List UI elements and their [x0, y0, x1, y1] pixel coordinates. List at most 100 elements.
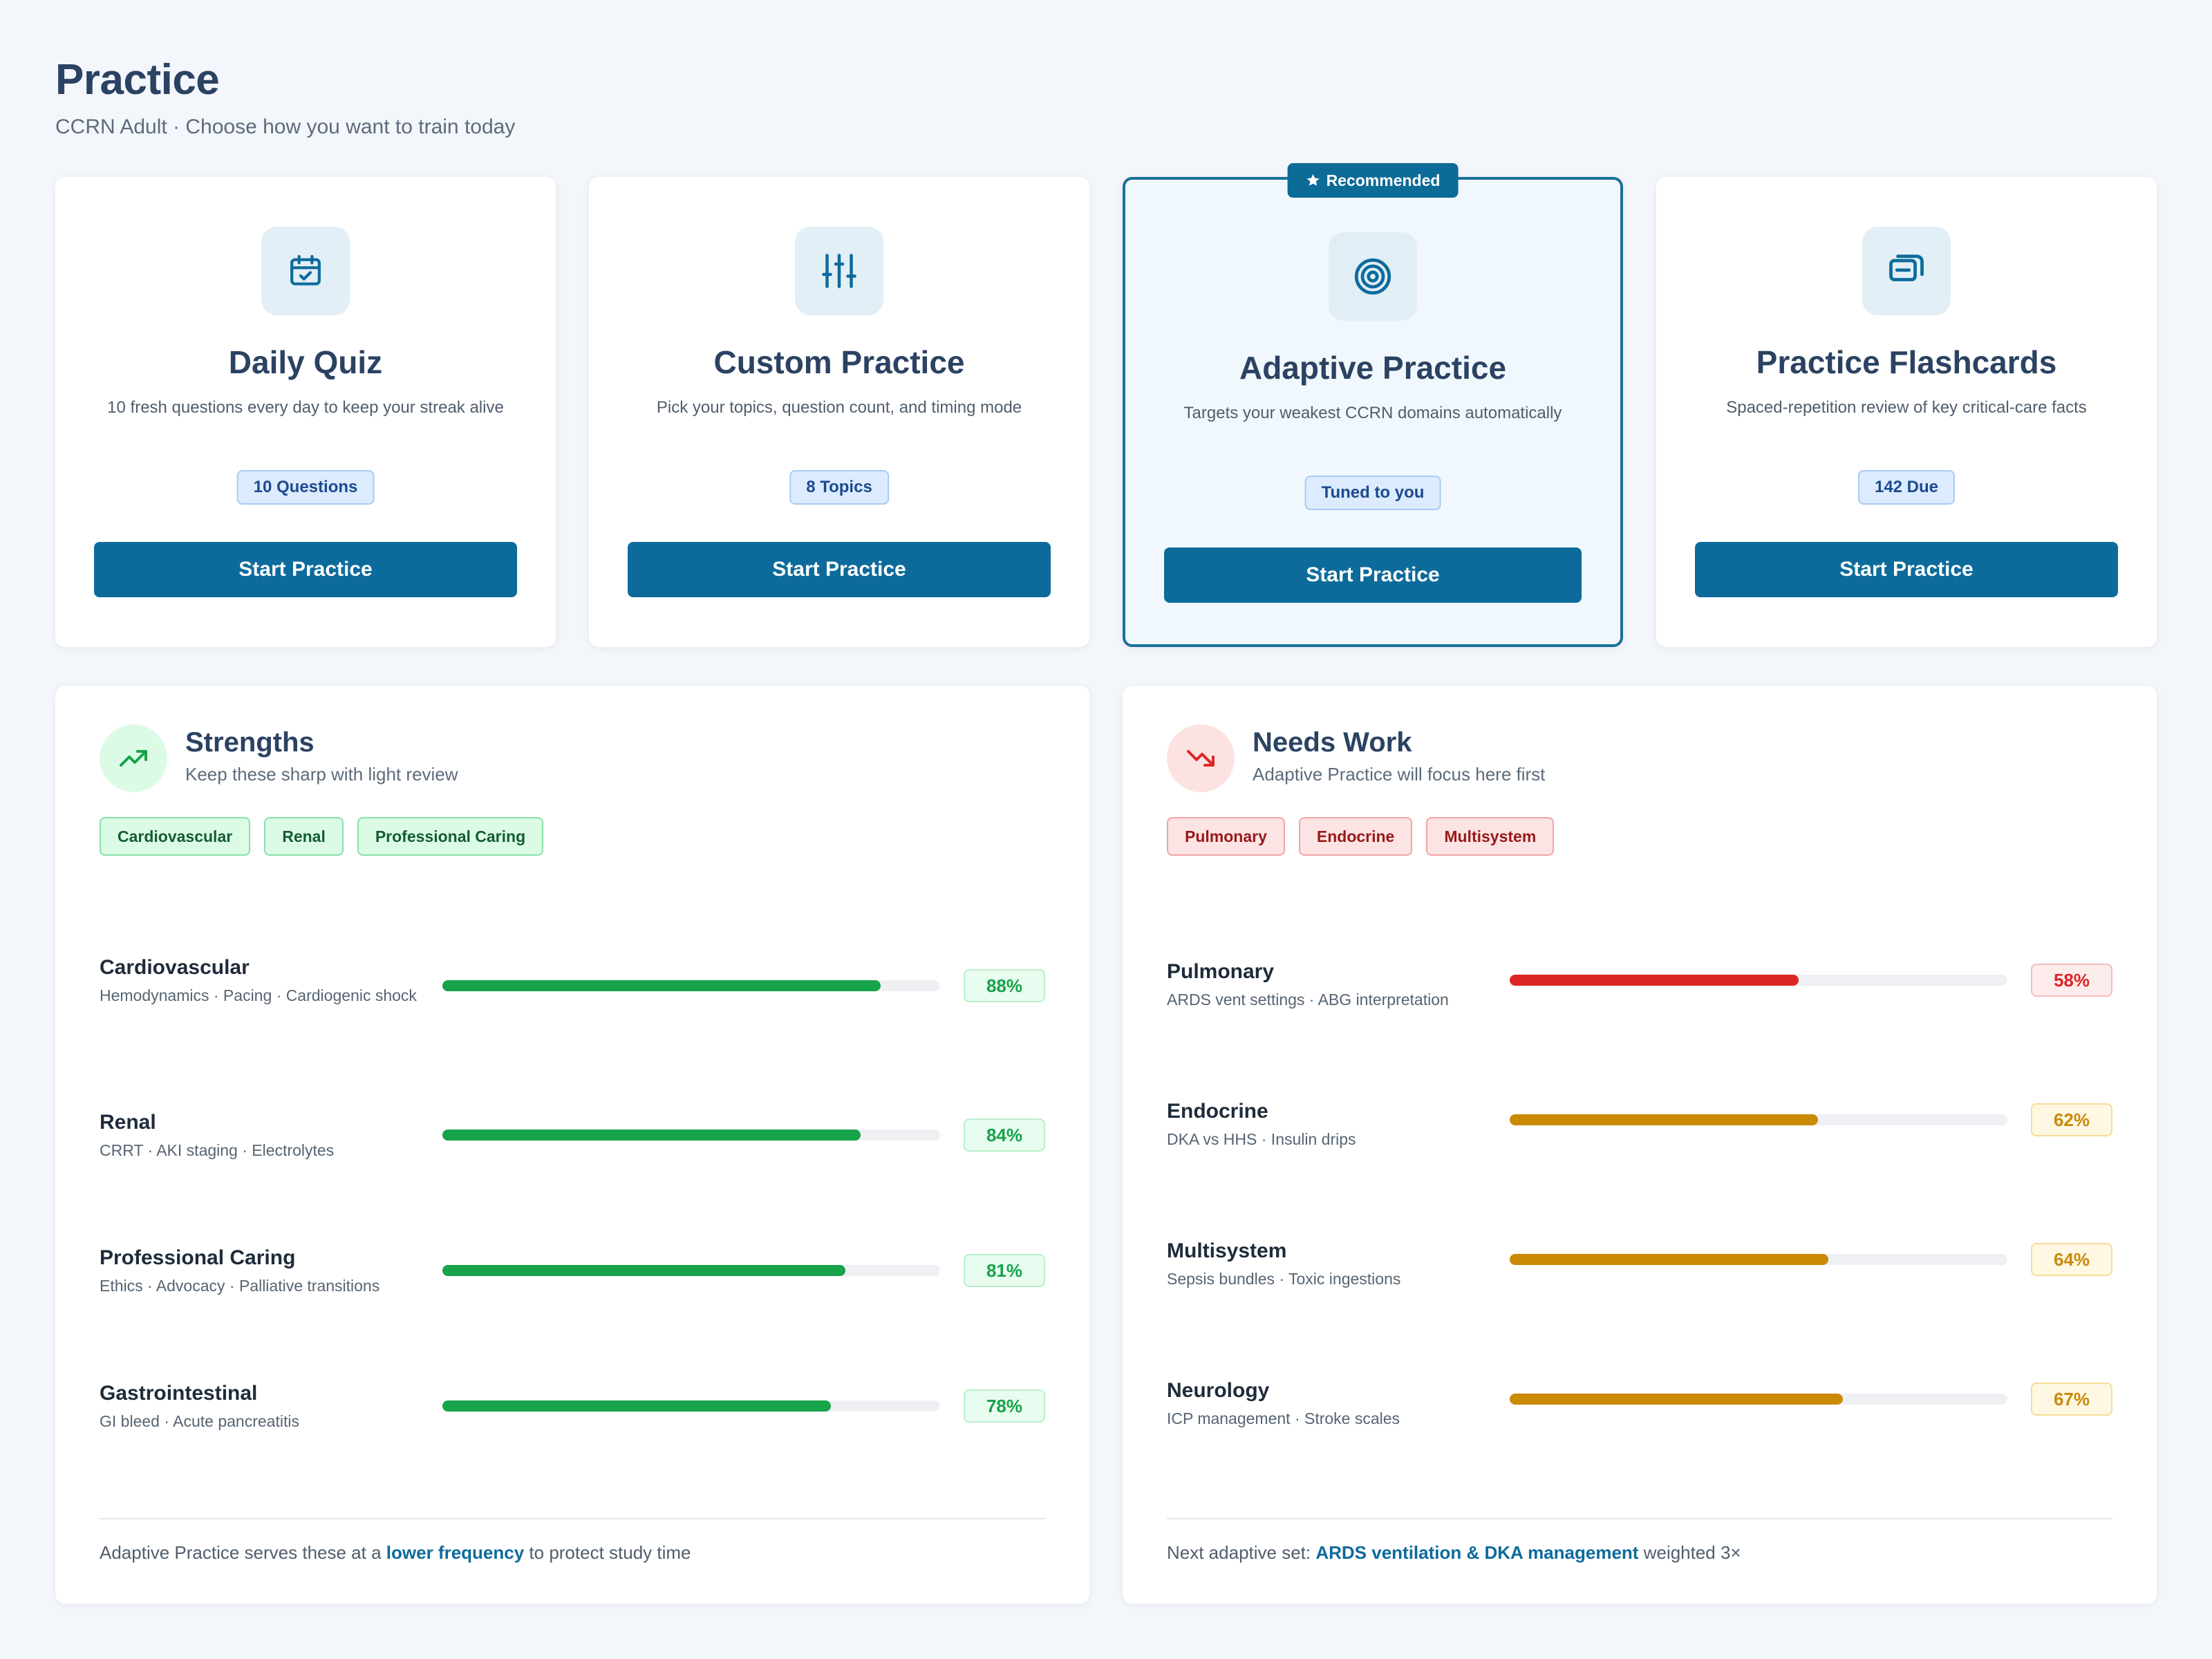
domain-name: Pulmonary [1167, 960, 1275, 983]
card-title: Practice Flashcards [1756, 344, 2057, 380]
card-description: Pick your topics, question count, and ti… [656, 398, 1022, 417]
footer-emphasis: lower frequency [386, 1542, 525, 1563]
domain-name: Multisystem [1167, 1239, 1287, 1262]
domain-detail: Sepsis bundles · Toxic ingestions [1167, 1270, 1401, 1288]
target-icon [1329, 232, 1417, 321]
page-title: Practice [55, 56, 220, 104]
flashcards-icon [1862, 227, 1951, 315]
needs-work-tags: Pulmonary Endocrine Multisystem [1167, 817, 1555, 856]
needs-work-panel: Needs Work Adaptive Practice will focus … [1123, 686, 2157, 1604]
domain-row: Multisystem Sepsis bundles · Toxic inges… [1167, 1239, 2112, 1301]
footer-emphasis: ARDS ventilation & DKA management [1315, 1542, 1639, 1563]
progress-track [442, 1130, 940, 1141]
footer-text: to protect study time [524, 1542, 691, 1563]
panel-divider [1167, 1518, 2112, 1519]
progress-track [1510, 1394, 2007, 1405]
domain-name: Professional Caring [100, 1246, 296, 1269]
daily-quiz-card[interactable]: Daily Quiz 10 fresh questions every day … [55, 177, 556, 647]
card-title: Custom Practice [713, 344, 965, 380]
trending-up-icon [100, 724, 167, 792]
card-chip: Tuned to you [1304, 476, 1441, 510]
domain-detail: CRRT · AKI staging · Electrolytes [100, 1141, 335, 1159]
progress-track [1510, 1254, 2007, 1265]
card-chip: 10 Questions [236, 470, 375, 505]
sliders-icon [795, 227, 883, 315]
strength-tags: Cardiovascular Renal Professional Caring [100, 817, 544, 856]
strength-tag[interactable]: Professional Caring [357, 817, 544, 856]
progress-track [1510, 1114, 2007, 1125]
percent-badge: 62% [2031, 1103, 2112, 1136]
domain-name: Gastrointestinal [100, 1382, 258, 1405]
percent-badge: 84% [964, 1118, 1045, 1152]
start-practice-button[interactable]: Start Practice [1695, 542, 2118, 597]
percent-badge: 78% [964, 1389, 1045, 1423]
domain-detail: DKA vs HHS · Insulin drips [1167, 1130, 1356, 1148]
percent-badge: 81% [964, 1254, 1045, 1287]
recommended-badge: Recommended [1287, 163, 1459, 198]
domain-row: Professional Caring Ethics · Advocacy · … [100, 1246, 1045, 1308]
progress-track [442, 1265, 940, 1276]
domain-detail: Ethics · Advocacy · Palliative transitio… [100, 1277, 380, 1295]
card-description: Spaced-repetition review of key critical… [1726, 398, 2087, 417]
strength-tag[interactable]: Renal [264, 817, 344, 856]
percent-badge: 67% [2031, 1382, 2112, 1416]
domain-row: Endocrine DKA vs HHS · Insulin drips 62% [1167, 1099, 2112, 1161]
progress-fill [1510, 975, 1799, 986]
page-subtitle: CCRN Adult · Choose how you want to trai… [55, 115, 516, 138]
domain-detail: ARDS vent settings · ABG interpretation [1167, 991, 1449, 1009]
progress-track [1510, 975, 2007, 986]
panel-title: Strengths [185, 727, 315, 758]
card-title: Daily Quiz [228, 344, 383, 380]
needs-work-tag[interactable]: Pulmonary [1167, 817, 1285, 856]
needs-work-tag[interactable]: Endocrine [1298, 817, 1413, 856]
progress-track [442, 980, 940, 991]
panel-subtitle: Adaptive Practice will focus here first [1253, 764, 1546, 785]
percent-badge: 58% [2031, 964, 2112, 997]
needs-work-tag[interactable]: Multisystem [1426, 817, 1555, 856]
panel-title: Needs Work [1253, 727, 1412, 758]
custom-practice-card[interactable]: Custom Practice Pick your topics, questi… [589, 177, 1089, 647]
star-icon [1306, 174, 1320, 186]
start-practice-button[interactable]: Start Practice [94, 542, 517, 597]
needs-work-footer: Next adaptive set: ARDS ventilation & DK… [1167, 1541, 1741, 1564]
domain-name: Neurology [1167, 1379, 1270, 1402]
footer-text: weighted 3× [1638, 1542, 1741, 1563]
calendar-check-icon [261, 227, 350, 315]
percent-badge: 88% [964, 969, 1045, 1002]
strengths-footer: Adaptive Practice serves these at a lowe… [100, 1541, 691, 1564]
card-chip: 8 Topics [789, 470, 889, 505]
footer-text: Next adaptive set: [1167, 1542, 1316, 1563]
domain-row: Pulmonary ARDS vent settings · ABG inter… [1167, 959, 2112, 1022]
practice-mode-cards: Daily Quiz 10 fresh questions every day … [55, 163, 2157, 647]
trending-down-icon [1167, 724, 1235, 792]
card-chip: 142 Due [1857, 470, 1956, 505]
adaptive-practice-card[interactable]: Recommended Adaptive Practice Targets yo… [1123, 163, 1623, 647]
progress-fill [1510, 1394, 1844, 1405]
progress-track [442, 1400, 940, 1412]
strength-tag[interactable]: Cardiovascular [100, 817, 251, 856]
domain-name: Renal [100, 1111, 156, 1134]
progress-fill [1510, 1114, 1819, 1125]
panel-divider [100, 1518, 1045, 1519]
domain-detail: Hemodynamics · Pacing · Cardiogenic shoc… [100, 986, 417, 1004]
progress-fill [442, 1400, 831, 1412]
start-practice-button[interactable]: Start Practice [628, 542, 1051, 597]
progress-fill [442, 980, 881, 991]
domain-row: Renal CRRT · AKI staging · Electrolytes … [100, 1110, 1045, 1172]
recommended-label: Recommended [1326, 171, 1441, 189]
domain-detail: ICP management · Stroke scales [1167, 1409, 1400, 1427]
progress-fill [442, 1265, 846, 1276]
practice-flashcards-card[interactable]: Practice Flashcards Spaced-repetition re… [1656, 177, 2157, 647]
card-title: Adaptive Practice [1239, 350, 1507, 386]
start-practice-button[interactable]: Start Practice [1164, 547, 1582, 603]
domain-row: Gastrointestinal GI bleed · Acute pancre… [100, 1381, 1045, 1443]
panel-subtitle: Keep these sharp with light review [185, 764, 458, 785]
progress-fill [1510, 1254, 1828, 1265]
percent-badge: 64% [2031, 1243, 2112, 1276]
domain-name: Cardiovascular [100, 956, 250, 979]
strengths-panel: Strengths Keep these sharp with light re… [55, 686, 1089, 1604]
domain-row: Cardiovascular Hemodynamics · Pacing · C… [100, 955, 1045, 1018]
progress-fill [442, 1130, 861, 1141]
card-description: 10 fresh questions every day to keep you… [107, 398, 504, 417]
